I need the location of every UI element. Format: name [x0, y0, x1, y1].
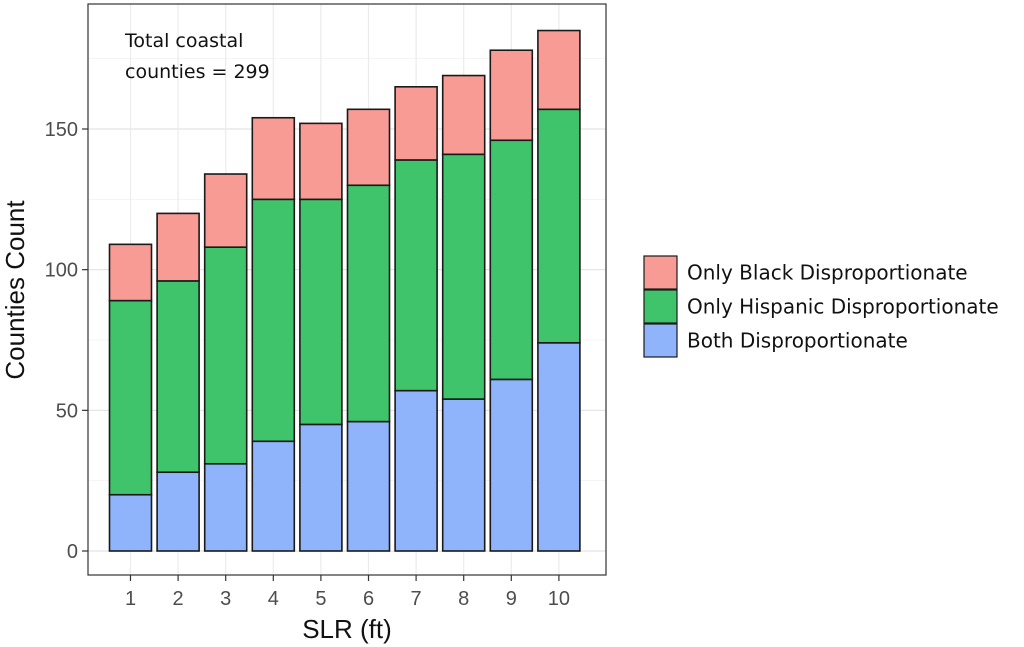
bar-segment: [203, 246, 248, 465]
bar-segment: [251, 116, 296, 201]
legend-swatch: [643, 255, 678, 290]
x-tick-label: 2: [173, 588, 184, 610]
bar-segment: [537, 342, 581, 552]
x-axis: 1 2 3 4 5 6 7 8 9 10: [125, 575, 570, 610]
y-axis-title: Counties Count: [0, 200, 30, 380]
bar-segment: [394, 389, 438, 552]
y-tick-label: 100: [45, 260, 78, 282]
bar-segment: [251, 440, 296, 552]
x-tick-label: 7: [411, 588, 422, 610]
x-tick-label: 10: [548, 588, 570, 610]
bar-segment: [441, 153, 486, 400]
y-axis: 0 50 100 150: [45, 119, 88, 563]
bar-segment: [156, 280, 200, 474]
bar-segment: [394, 159, 438, 392]
bar-segment: [299, 122, 343, 201]
bar-segment: [489, 49, 534, 142]
bar-segment: [346, 184, 391, 423]
bar-segment: [537, 29, 581, 111]
y-tick-label: 50: [56, 400, 78, 422]
bar-segment: [156, 212, 200, 282]
bar-segment: [489, 378, 534, 552]
x-tick-label: 6: [363, 588, 374, 610]
bar-segment: [441, 398, 486, 552]
legend-swatch: [643, 289, 678, 324]
y-tick-label: 0: [67, 541, 78, 563]
bar-segment: [203, 462, 248, 552]
bar-segment: [108, 299, 153, 496]
legend-label: Only Black Disproportionate: [687, 261, 968, 285]
annotation-line-2: counties = 299: [125, 61, 270, 83]
bar-segment: [346, 420, 391, 552]
bar-segment: [108, 493, 153, 552]
legend: Only Black Disproportionate Only Hispanic…: [643, 255, 999, 358]
x-tick-label: 8: [458, 588, 469, 610]
x-tick-label: 1: [125, 588, 136, 610]
legend-label: Only Hispanic Disproportionate: [687, 295, 999, 319]
bar-segment: [156, 471, 200, 552]
bar-segment: [108, 243, 153, 302]
bar-segment: [346, 108, 391, 187]
bar-segment: [299, 198, 343, 426]
bars: [108, 29, 581, 552]
bar-segment: [537, 108, 581, 344]
bar-segment: [394, 86, 438, 161]
panel-border: [87, 3, 607, 576]
bar-segment: [489, 139, 534, 381]
legend-label: Both Disproportionate: [687, 329, 908, 353]
bar-segment: [251, 198, 296, 443]
bar-segment: [441, 74, 486, 156]
x-axis-title: SLR (ft): [302, 614, 392, 644]
x-tick-label: 9: [506, 588, 517, 610]
bar-segment: [299, 423, 343, 552]
y-tick-label: 150: [45, 119, 78, 141]
x-tick-label: 5: [315, 588, 326, 610]
bar-segment: [203, 173, 248, 248]
legend-swatch: [643, 323, 678, 358]
x-tick-label: 4: [268, 588, 279, 610]
x-tick-label: 3: [220, 588, 231, 610]
annotation-line-1: Total coastal: [124, 30, 243, 52]
